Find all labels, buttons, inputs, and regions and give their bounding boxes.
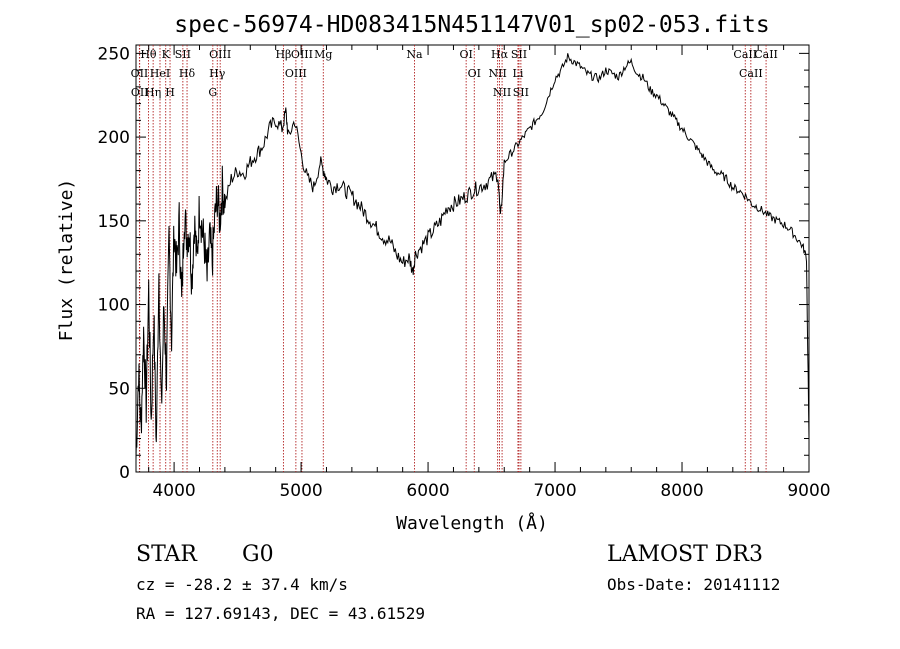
x-tick-label: 5000 — [279, 481, 322, 501]
emission-line-label: G — [208, 86, 217, 99]
emission-line-label: Hθ — [140, 48, 157, 61]
emission-line-label: OI — [459, 48, 472, 61]
obs-date: Obs-Date: 20141112 — [607, 575, 780, 594]
y-tick-label: 100 — [98, 296, 130, 316]
emission-line-label: CaII — [754, 48, 778, 61]
y-tick-label: 50 — [108, 379, 130, 399]
emission-line-label: Na — [406, 48, 423, 61]
emission-line-label: OIII — [285, 67, 307, 80]
object-class: STAR — [136, 542, 198, 567]
emission-line-label: HeI — [150, 67, 170, 80]
emission-line-label: Hα — [491, 48, 509, 61]
emission-lines — [138, 45, 767, 472]
y-tick-label: 0 — [119, 463, 130, 483]
x-tick-label: 6000 — [406, 481, 449, 501]
emission-line-label: OII — [131, 86, 149, 99]
emission-line-label: NII — [493, 86, 511, 99]
emission-line-label: NII — [488, 67, 506, 80]
x-tick-label: 4000 — [152, 481, 195, 501]
emission-line-label: Hη — [145, 86, 161, 99]
emission-line-label: OII — [131, 67, 149, 80]
spectrum-line — [135, 53, 810, 460]
x-axis-label: Wavelength (Å) — [396, 512, 548, 534]
x-tick-label: 7000 — [533, 481, 576, 501]
x-tick-label: 9000 — [787, 481, 830, 501]
emission-line-label: Hγ — [209, 67, 226, 80]
y-axis-label: Flux (relative) — [56, 179, 77, 342]
y-tick-label: 250 — [98, 44, 130, 64]
y-tick-label: 150 — [98, 212, 130, 232]
emission-line-label: SII — [175, 48, 191, 61]
x-tick-label: 8000 — [660, 481, 703, 501]
emission-line-label: Hβ — [275, 48, 291, 61]
emission-line-label: CaII — [733, 48, 757, 61]
emission-line-label: K — [162, 48, 171, 61]
y-tick-label: 200 — [98, 128, 130, 148]
emission-line-label: OIII — [209, 48, 231, 61]
emission-line-label: OIII — [291, 48, 313, 61]
redshift-info: cz = -28.2 ± 37.4 km/s — [136, 575, 348, 594]
axis-ticks: 4000 5000 6000 7000 8000 9000 0 50 100 150 200 250 — [98, 44, 831, 501]
survey-name: LAMOST DR3 — [607, 542, 763, 567]
emission-line-label: OI — [468, 67, 481, 80]
emission-line-label: Li — [513, 67, 524, 80]
coordinates: RA = 127.69143, DEC = 43.61529 — [136, 604, 425, 623]
emission-line-label: Hδ — [179, 67, 196, 80]
emission-line-label: Mg — [314, 48, 332, 61]
emission-line-label: CaII — [739, 67, 763, 80]
object-subclass: G0 — [242, 542, 274, 567]
emission-line-label: SII — [513, 86, 529, 99]
emission-line-label: H — [165, 86, 175, 99]
chart-title: spec-56974-HD083415N451147V01_sp02-053.f… — [174, 12, 769, 38]
emission-line-label: SII — [511, 48, 527, 61]
plot-frame — [135, 44, 810, 473]
spectrum-series — [135, 53, 810, 460]
